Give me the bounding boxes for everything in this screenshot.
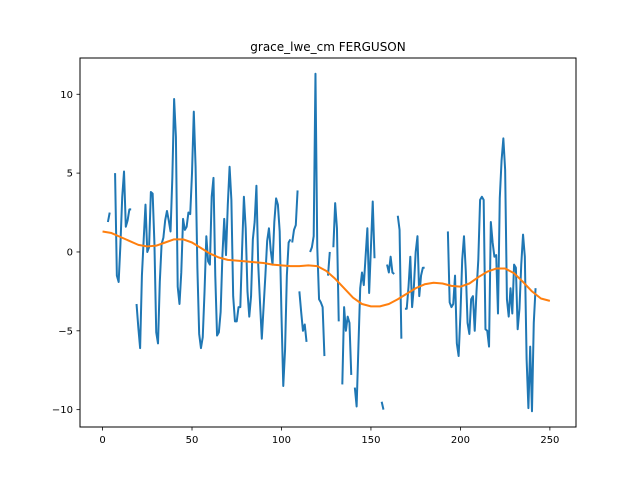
- series-0-line-segment-14: [404, 235, 425, 310]
- series-0-line-segment-12: [386, 255, 395, 275]
- plot-area: 0 50 100 150 200 250 −10 −5 0 5 10: [52, 57, 577, 446]
- x-tick-label: 250: [540, 435, 559, 446]
- x-tick-label: 150: [361, 435, 380, 446]
- x-tick-label: 100: [272, 435, 291, 446]
- x-tick-label: 50: [186, 435, 199, 446]
- y-tick-label: 5: [67, 169, 73, 180]
- series-group: [102, 72, 551, 413]
- series-0-line-segment-4: [298, 291, 308, 342]
- series-0-line-segment-9: [353, 200, 376, 408]
- axes-frame: [79, 57, 577, 428]
- series-0-line-segment-2: [135, 98, 292, 387]
- x-tick-label: 0: [99, 435, 105, 446]
- chart-title: grace_lwe_cm FERGUSON: [250, 40, 405, 54]
- series-0-line-segment-11: [380, 401, 385, 410]
- series-1-line-segment-0: [102, 230, 551, 308]
- y-tick-label: 10: [60, 90, 73, 101]
- y-tick-label: −5: [58, 326, 73, 337]
- y-tick-label: 0: [67, 247, 73, 258]
- series-0-line-segment-8: [341, 306, 353, 385]
- series-0-line-segment-15: [446, 137, 537, 413]
- x-tick-label: 200: [451, 435, 470, 446]
- series-0-line-segment-13: [396, 215, 403, 339]
- series-0-line-segment-0: [106, 212, 111, 223]
- y-tick-label: −10: [52, 405, 73, 416]
- series-0-line-segment-3: [291, 190, 299, 243]
- series-0-line-segment-1: [114, 170, 132, 283]
- series-0-line-segment-7: [332, 202, 340, 322]
- series-0-line-segment-5: [309, 72, 326, 357]
